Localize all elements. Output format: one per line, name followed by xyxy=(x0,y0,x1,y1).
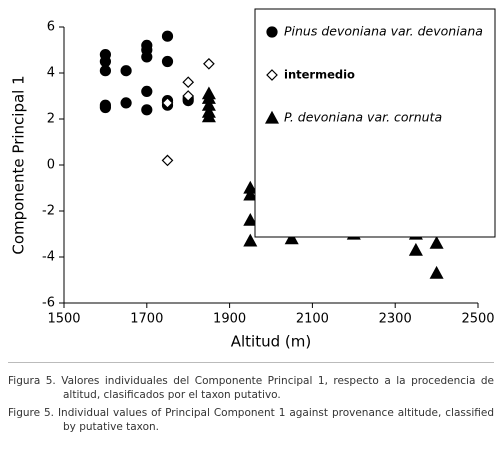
caption-en: Figure 5. Individual values of Principal… xyxy=(8,407,494,433)
chart: Componente Principal 1 Altitud (m) -6 -4 -… xyxy=(10,8,496,351)
y-tick-label: 2 xyxy=(47,112,55,127)
point xyxy=(182,90,195,102)
point xyxy=(161,30,174,42)
point xyxy=(141,104,153,116)
x-tick-label: 1500 xyxy=(47,312,80,327)
x-tick-label: 1700 xyxy=(130,312,163,327)
legend-label: intermedio xyxy=(284,68,355,82)
point xyxy=(408,242,423,256)
y-tick-label: 4 xyxy=(47,66,55,81)
point xyxy=(429,265,444,279)
point xyxy=(243,212,258,226)
point xyxy=(99,65,112,77)
y-tick-label: -2 xyxy=(42,204,55,219)
legend-marker xyxy=(266,26,278,38)
point xyxy=(120,97,132,109)
legend-label: P. devoniana var. cornuta xyxy=(284,110,442,125)
x-axis-label: Altitud (m) xyxy=(231,333,311,351)
caption-es: Figura 5. Valores individuales del Compo… xyxy=(8,375,494,401)
legend-label: Pinus devoniana var. devoniana xyxy=(284,24,483,39)
point xyxy=(120,65,132,77)
legend-marker xyxy=(264,110,280,124)
y-tick-label: 0 xyxy=(47,158,55,173)
y-axis-label: Componente Principal 1 xyxy=(10,75,28,254)
point xyxy=(243,187,258,201)
point xyxy=(141,85,153,98)
y-tick-label: 6 xyxy=(47,20,55,35)
separator xyxy=(8,362,494,363)
x-tick-label: 2100 xyxy=(296,312,329,327)
legend-box xyxy=(254,8,496,238)
point xyxy=(284,231,299,245)
y-tick-label: -4 xyxy=(42,250,55,265)
point xyxy=(99,99,112,111)
point xyxy=(141,51,153,63)
x-tick-label: 2300 xyxy=(379,312,412,327)
x-tick-label: 2500 xyxy=(461,312,494,327)
point xyxy=(203,57,215,70)
point xyxy=(182,76,195,89)
point xyxy=(161,154,174,167)
point xyxy=(429,235,444,249)
point xyxy=(161,97,174,109)
legend-marker xyxy=(266,69,278,81)
point xyxy=(161,55,174,68)
point xyxy=(99,55,112,68)
x-tick-label: 1900 xyxy=(213,312,246,327)
point xyxy=(243,233,258,247)
point xyxy=(201,109,216,123)
y-tick-label: -6 xyxy=(42,296,55,311)
